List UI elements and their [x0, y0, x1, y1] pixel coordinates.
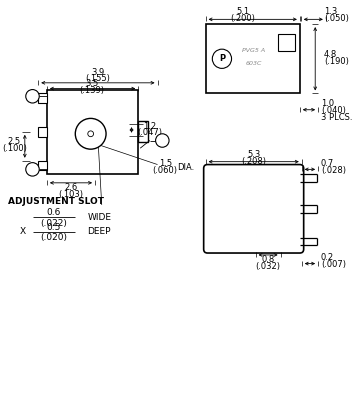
- Text: 603C: 603C: [246, 61, 262, 66]
- Text: 1.2: 1.2: [143, 122, 156, 130]
- Text: 0.8: 0.8: [261, 255, 275, 264]
- Text: (.022): (.022): [40, 219, 67, 228]
- Bar: [138, 121, 148, 142]
- Text: 5.1: 5.1: [236, 7, 250, 16]
- Text: 0.7: 0.7: [321, 159, 334, 168]
- Text: P: P: [219, 54, 225, 63]
- Text: 1.5: 1.5: [159, 159, 172, 168]
- Text: (.139): (.139): [80, 86, 105, 95]
- Text: DEEP: DEEP: [87, 227, 111, 236]
- Text: (.200): (.200): [231, 14, 256, 23]
- Text: 0.2: 0.2: [321, 253, 334, 262]
- Circle shape: [88, 131, 94, 137]
- Text: DIA.: DIA.: [177, 163, 194, 172]
- Circle shape: [26, 90, 39, 103]
- Text: (.040): (.040): [321, 106, 346, 115]
- Text: (.103): (.103): [58, 190, 83, 199]
- Text: PVG5 A: PVG5 A: [242, 48, 265, 53]
- FancyBboxPatch shape: [204, 164, 304, 253]
- Text: (.060): (.060): [153, 166, 178, 175]
- Text: (.050): (.050): [324, 14, 349, 23]
- Text: (.032): (.032): [256, 262, 281, 271]
- Bar: [38, 161, 47, 170]
- Text: (.190): (.190): [324, 57, 349, 66]
- Circle shape: [156, 134, 169, 147]
- Circle shape: [26, 163, 39, 176]
- Text: 1: 1: [30, 92, 35, 101]
- Text: 3: 3: [30, 165, 35, 174]
- Text: (.208): (.208): [241, 157, 266, 166]
- Circle shape: [75, 118, 106, 149]
- Text: WIDE: WIDE: [87, 213, 111, 222]
- Text: 0.5: 0.5: [47, 222, 61, 232]
- Text: (.020): (.020): [40, 233, 67, 242]
- Text: 5.3: 5.3: [247, 150, 260, 160]
- Bar: [47, 90, 138, 174]
- Text: 2.6: 2.6: [64, 183, 78, 192]
- Bar: [206, 24, 300, 93]
- Text: 1.3: 1.3: [324, 7, 337, 16]
- Text: 0.6: 0.6: [47, 208, 61, 217]
- Text: 3.9: 3.9: [91, 68, 105, 77]
- Text: 2: 2: [159, 136, 165, 145]
- Text: 4.8: 4.8: [324, 50, 337, 60]
- Text: (.007): (.007): [321, 260, 346, 269]
- Circle shape: [212, 49, 231, 68]
- Text: 2.5: 2.5: [8, 137, 21, 146]
- Text: X: X: [20, 227, 26, 236]
- Text: ADJUSTMENT SLOT: ADJUSTMENT SLOT: [9, 196, 104, 206]
- Text: (.100): (.100): [2, 144, 27, 153]
- Text: 1.0: 1.0: [321, 100, 334, 108]
- Text: 3 PLCS.: 3 PLCS.: [321, 113, 352, 122]
- Text: (.028): (.028): [321, 166, 346, 175]
- Bar: [38, 127, 47, 137]
- Bar: [278, 34, 295, 51]
- Text: (.155): (.155): [85, 74, 110, 84]
- Text: (.047): (.047): [137, 128, 162, 137]
- Text: 3.5: 3.5: [85, 79, 99, 88]
- Bar: [38, 93, 47, 103]
